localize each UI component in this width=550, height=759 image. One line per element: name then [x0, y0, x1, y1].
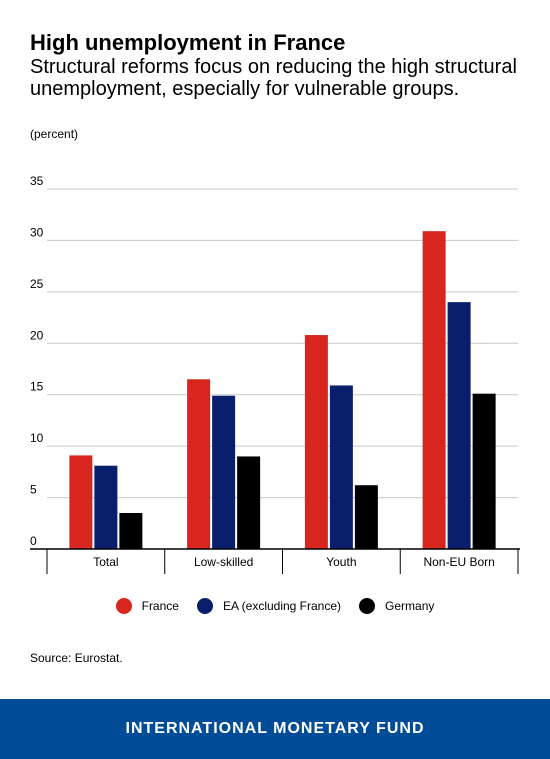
legend-label-ea: EA (excluding France): [222, 599, 342, 613]
legend: France EA (excluding France) Germany: [0, 598, 550, 614]
bar-low-skilled-france: [187, 379, 211, 549]
legend-swatch-france: [115, 598, 132, 614]
legend-item-germany: Germany: [359, 598, 434, 614]
bar-total-germany: [119, 513, 143, 549]
bar-non-eu-born-germany: [472, 393, 496, 549]
y-tick-label-5: 5: [30, 483, 37, 497]
y-tick-label-0: 0: [30, 534, 37, 548]
y-tick-label-25: 25: [30, 277, 44, 291]
bar-chart: 0 5 10 15 20 25 30 35 Total Low-skilled Youth Non-E…: [30, 174, 520, 574]
legend-swatch-germany: [359, 598, 376, 614]
legend-item-france: France: [115, 598, 179, 614]
legend-label-germany: Germany: [385, 599, 435, 613]
bar-youth-ea-excluding-france-: [329, 385, 353, 549]
y-tick-label-35: 35: [30, 174, 44, 188]
bar-low-skilled-ea-excluding-france-: [212, 395, 236, 549]
legend-swatch-ea: [196, 598, 213, 614]
x-tick-label-total: Total: [93, 555, 118, 569]
bar-youth-france: [304, 335, 328, 549]
footer-org-name: INTERNATIONAL MONETARY FUND: [125, 720, 425, 737]
chart-title: High unemployment in France: [30, 30, 346, 55]
legend-label-france: France: [141, 599, 179, 613]
x-tick-label-low-skilled: Low-skilled: [194, 555, 253, 569]
bar-low-skilled-germany: [237, 456, 261, 549]
chart-subtitle: Structural reforms focus on reducing the…: [30, 56, 517, 100]
y-tick-label-20: 20: [30, 328, 44, 342]
x-tick-label-non-eu-born: Non-EU Born: [423, 555, 494, 569]
y-tick-label-15: 15: [30, 380, 44, 394]
y-tick-label-10: 10: [30, 431, 44, 445]
bar-non-eu-born-france: [422, 231, 446, 549]
footer-banner: INTERNATIONAL MONETARY FUND: [0, 699, 550, 759]
source-note: Source: Eurostat.: [30, 651, 123, 665]
unit-label: (percent): [30, 127, 79, 141]
bar-total-france: [69, 455, 93, 549]
bar-non-eu-born-ea-excluding-france-: [447, 302, 471, 549]
bar-youth-germany: [354, 485, 378, 549]
y-tick-label-30: 30: [30, 225, 44, 239]
bar-total-ea-excluding-france-: [94, 465, 118, 549]
legend-item-ea: EA (excluding France): [196, 598, 342, 614]
x-tick-label-youth: Youth: [326, 555, 356, 569]
